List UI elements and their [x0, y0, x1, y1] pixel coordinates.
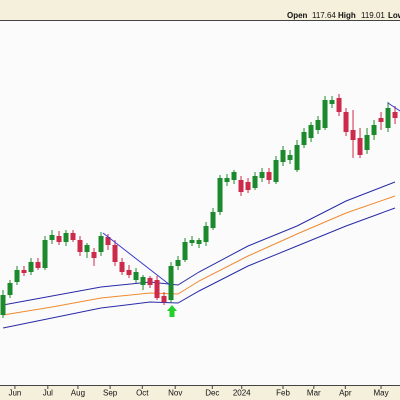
candle-body [28, 262, 34, 272]
candle-body [196, 240, 202, 244]
candle-body [203, 226, 209, 242]
header-label: Low [388, 11, 400, 20]
header-label: High [338, 11, 356, 20]
candle-body [252, 176, 258, 188]
candle-body [154, 280, 160, 298]
candle-body [301, 132, 307, 145]
overlay-line [2, 181, 396, 306]
candle-body [98, 236, 104, 252]
candle-body [175, 260, 181, 266]
candle-body [182, 242, 188, 260]
candle-body [245, 182, 251, 190]
candle-body [371, 125, 377, 135]
candle-body [322, 100, 328, 128]
candle-body [21, 270, 27, 273]
trend-line [387, 102, 400, 112]
candle-body [350, 130, 356, 140]
candle-body [126, 270, 132, 275]
candle-body [49, 235, 55, 240]
trend-line [102, 232, 171, 286]
candle-body [231, 172, 237, 180]
candle-body [35, 262, 41, 268]
candle-body [77, 240, 83, 252]
candle-body [287, 155, 293, 160]
candle-body [168, 266, 174, 300]
candle-body [210, 212, 216, 228]
x-tick-label: Jul [43, 389, 53, 398]
x-tick-label: Sep [103, 389, 118, 398]
candle-body [84, 245, 90, 252]
header-label: Open [287, 11, 308, 20]
candle-body [238, 180, 244, 192]
candle-body [42, 240, 48, 268]
candle-body [224, 178, 230, 182]
candle-body [280, 150, 286, 162]
header-value: 119.01 [361, 11, 385, 20]
candle-body [266, 172, 272, 180]
candle-body [0, 295, 6, 315]
overlay-line [2, 195, 396, 316]
candle-body [336, 98, 342, 112]
signal-arrow [167, 305, 177, 317]
x-tick-label: Oct [136, 389, 149, 398]
candle-body [308, 125, 314, 138]
candle-body [70, 233, 76, 240]
overlay-line [2, 207, 396, 329]
candle-body [105, 237, 111, 245]
candle-body [133, 272, 139, 280]
candle-body [294, 145, 300, 170]
header-value: 117.64 [312, 11, 336, 20]
candle-body [343, 112, 349, 132]
candle-body [91, 252, 97, 258]
candle-body [119, 262, 125, 272]
candle-body [56, 236, 62, 242]
candle-body [273, 160, 279, 182]
x-tick-label: Aug [71, 389, 85, 398]
x-tick-label: Mar [307, 389, 321, 398]
x-tick-label: Feb [276, 389, 290, 398]
candle-body [161, 296, 167, 302]
candle-body [392, 112, 398, 118]
candle-body [147, 278, 153, 285]
candle-body [140, 277, 146, 285]
axis-bar [0, 385, 400, 400]
candle-body [259, 172, 265, 178]
x-tick-label: Dec [205, 389, 219, 398]
candle-body [14, 270, 20, 282]
candle-body [217, 178, 223, 212]
header-bar [0, 0, 400, 20]
candle-body [112, 245, 118, 262]
candle-body [7, 283, 13, 295]
candle-body [364, 135, 370, 150]
candle-body [315, 120, 321, 130]
candle-body [378, 118, 384, 122]
candle-body [63, 233, 69, 242]
x-tick-label: 2024 [233, 389, 251, 398]
x-tick-label: May [373, 389, 388, 398]
plot [0, 94, 398, 329]
x-tick-label: Apr [339, 389, 352, 398]
candle-body [385, 108, 391, 128]
candle-body [329, 100, 335, 104]
candle-body [357, 138, 363, 155]
x-tick-label: Jun [8, 389, 21, 398]
candle-body [189, 240, 195, 243]
x-tick-label: Nov [168, 389, 182, 398]
